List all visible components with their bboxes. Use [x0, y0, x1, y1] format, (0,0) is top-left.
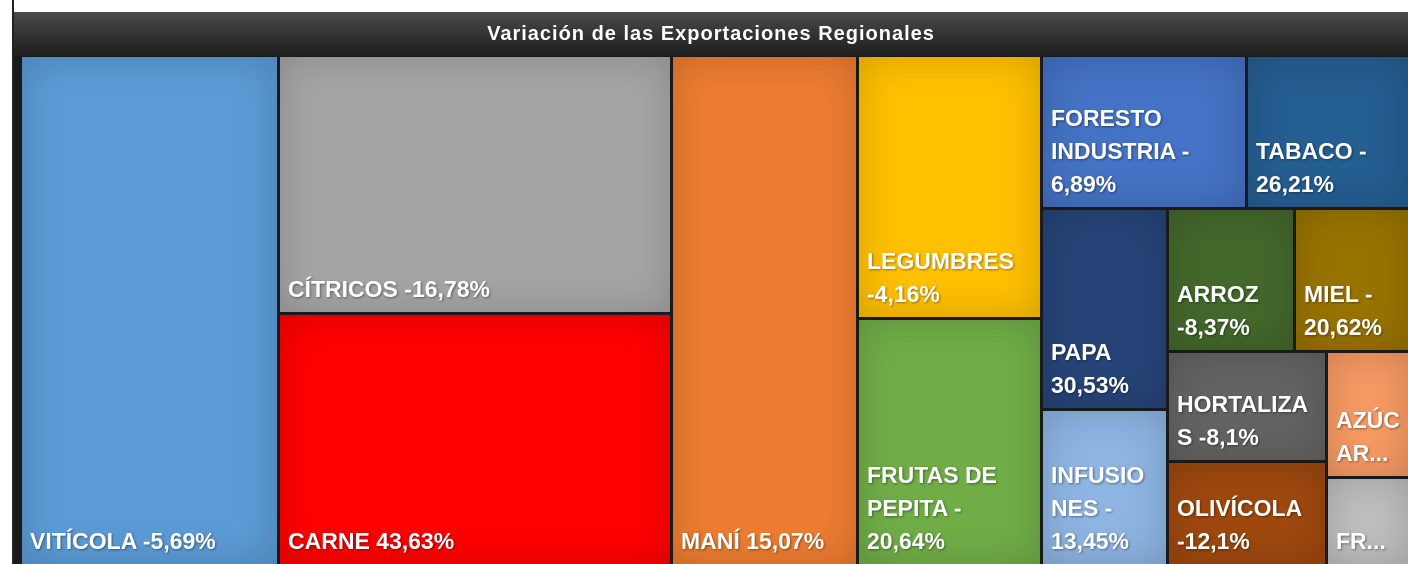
tile-label: ARROZ -8,37%: [1177, 281, 1259, 340]
tile-label: LEGUMBRES -4,16%: [867, 248, 1014, 307]
tile-label: CÍTRICOS -16,78%: [288, 276, 490, 302]
tile-label: PAPA 30,53%: [1051, 339, 1130, 398]
tile-label: FRUTAS DE PEPITA - 20,64%: [867, 462, 997, 554]
treemap-tile[interactable]: ARROZ -8,37%: [1169, 210, 1293, 350]
treemap-tile[interactable]: MIEL - 20,62%: [1296, 210, 1408, 350]
left-border: [0, 0, 14, 564]
tile-label: TABACO - 26,21%: [1256, 138, 1367, 197]
treemap-tile[interactable]: OLIVÍCOLA -12,1%: [1169, 463, 1325, 564]
tile-label: INFUSIONES - 13,45%: [1051, 462, 1145, 554]
tile-label: HORTALIZAS -8,1%: [1177, 391, 1309, 450]
tile-label: FORESTO INDUSTRIA - 6,89%: [1051, 105, 1190, 197]
treemap-tile[interactable]: LEGUMBRES -4,16%: [859, 57, 1040, 317]
treemap-tile[interactable]: HORTALIZAS -8,1%: [1169, 353, 1325, 460]
treemap-tile[interactable]: CARNE 43,63%: [280, 315, 670, 564]
chart-title: Variación de las Exportaciones Regionale…: [14, 12, 1408, 56]
treemap-tile[interactable]: PAPA 30,53%: [1043, 210, 1166, 408]
tile-label: FR...: [1336, 528, 1386, 554]
treemap-tile[interactable]: MANÍ 15,07%: [673, 57, 856, 564]
tile-label: MIEL - 20,62%: [1304, 281, 1383, 340]
treemap-tile[interactable]: AZÚCAR...: [1328, 353, 1408, 476]
treemap-tile[interactable]: FR...: [1328, 479, 1408, 564]
tile-label: CARNE 43,63%: [288, 528, 455, 554]
tile-label: MANÍ 15,07%: [681, 528, 825, 554]
treemap-tile[interactable]: INFUSIONES - 13,45%: [1043, 411, 1166, 564]
treemap-tile[interactable]: FRUTAS DE PEPITA - 20,64%: [859, 320, 1040, 564]
tile-label: OLIVÍCOLA -12,1%: [1177, 495, 1302, 554]
treemap-tile[interactable]: VITÍCOLA -5,69%: [22, 57, 277, 564]
treemap-tile[interactable]: CÍTRICOS -16,78%: [280, 57, 670, 312]
treemap-tile[interactable]: FORESTO INDUSTRIA - 6,89%: [1043, 57, 1245, 207]
tile-label: VITÍCOLA -5,69%: [30, 528, 216, 554]
tile-label: AZÚCAR...: [1336, 407, 1400, 466]
treemap-tile[interactable]: TABACO - 26,21%: [1248, 57, 1408, 207]
